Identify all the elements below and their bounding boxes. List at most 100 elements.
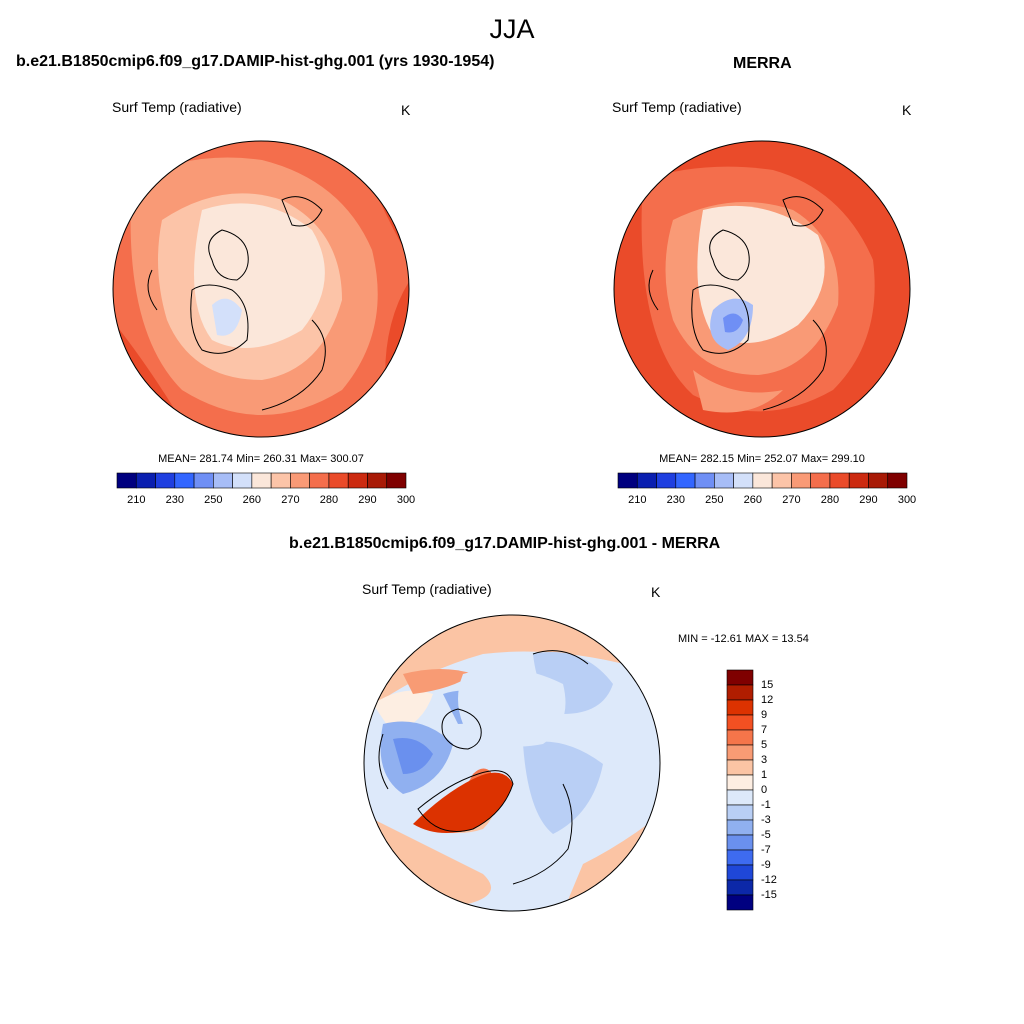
field-label-obs: Surf Temp (radiative) <box>612 99 742 115</box>
polar-map-obs <box>613 140 911 438</box>
colorbar-swatch-model <box>309 472 330 489</box>
colorbar-swatch-obs <box>694 472 715 489</box>
colorbar-swatch-diff <box>726 684 754 701</box>
colorbar-swatch-model <box>347 472 368 489</box>
colorbar-swatch-model <box>232 472 253 489</box>
colorbar-tick-obs: 230 <box>666 494 685 506</box>
panel-title-model: b.e21.B1850cmip6.f09_g17.DAMIP-hist-ghg.… <box>16 53 495 70</box>
units-label-model: K <box>401 102 411 118</box>
field-label-diff: Surf Temp (radiative) <box>362 581 492 597</box>
colorbar-tick-obs: 260 <box>743 494 763 506</box>
colorbar-swatch-model <box>251 472 272 489</box>
colorbar-tick-model: 280 <box>319 494 339 506</box>
colorbar-swatch-obs <box>733 472 754 489</box>
colorbar-swatch-diff <box>726 759 754 776</box>
colorbar-swatch-diff <box>726 864 754 881</box>
colorbar-tick-obs: 300 <box>897 494 917 506</box>
colorbar-swatch-model <box>193 472 214 489</box>
panel-title-obs: MERRA <box>733 55 792 72</box>
colorbar-swatch-model <box>270 472 291 489</box>
colorbar-swatches-obs <box>617 472 908 489</box>
colorbar-swatch-model <box>328 472 349 489</box>
colorbar-swatch-obs <box>752 472 773 489</box>
colorbar-swatch-diff <box>726 699 754 716</box>
colorbar-ticks-diff: 15 12 9 7 5 3 1 0 -1 -3 -5 -7 -9 -12 -15 <box>761 670 801 910</box>
colorbar-tick-diff: 3 <box>761 754 768 766</box>
colorbar-swatches-model <box>116 472 407 489</box>
colorbar-tick-diff: -7 <box>761 844 771 856</box>
colorbar-tick-diff: 0 <box>761 784 768 796</box>
colorbar-tick-diff: 5 <box>761 739 768 751</box>
colorbar-swatch-diff <box>726 834 754 851</box>
field-label-model: Surf Temp (radiative) <box>112 99 242 115</box>
colorbar-tick-obs: 250 <box>705 494 724 506</box>
colorbar-swatch-model <box>290 472 310 489</box>
colorbar-swatch-obs <box>636 472 657 489</box>
colorbar-swatch-model <box>213 472 233 489</box>
colorbar-diff: 15 12 9 7 5 3 1 0 -1 -3 -5 -7 -9 -12 -15 <box>726 669 807 911</box>
colorbar-swatch-obs <box>887 472 908 489</box>
colorbar-swatch-diff <box>726 804 754 821</box>
colorbar-swatch-diff <box>726 729 754 746</box>
colorbar-tick-obs: 270 <box>782 494 801 506</box>
colorbar-tick-model: 230 <box>165 494 184 506</box>
colorbar-swatch-diff <box>726 774 754 791</box>
colorbar-swatch-diff <box>726 849 754 866</box>
colorbar-tick-diff: -15 <box>761 889 777 901</box>
colorbar-tick-diff: 9 <box>761 709 768 721</box>
colorbar-tick-diff: -12 <box>761 874 777 886</box>
colorbar-swatch-diff <box>726 714 754 731</box>
colorbar-swatch-diff <box>726 789 754 806</box>
stats-model: MEAN= 281.74 Min= 260.31 Max= 300.07 <box>158 453 364 465</box>
colorbar-tick-model: 260 <box>242 494 262 506</box>
colorbar-tick-model: 250 <box>204 494 223 506</box>
colorbar-swatch-obs <box>656 472 677 489</box>
colorbar-tick-diff: 15 <box>761 679 774 691</box>
colorbar-swatch-obs <box>829 472 850 489</box>
colorbar-tick-diff: -5 <box>761 829 771 841</box>
colorbar-swatch-model <box>367 472 388 489</box>
colorbar-tick-obs: 280 <box>820 494 840 506</box>
panel-title-diff: b.e21.B1850cmip6.f09_g17.DAMIP-hist-ghg.… <box>289 535 721 552</box>
colorbar-tick-obs: 210 <box>628 494 647 506</box>
colorbar-swatch-diff <box>726 669 754 686</box>
colorbar-swatch-obs <box>675 472 696 489</box>
colorbar-swatch-model <box>155 472 176 489</box>
units-label-diff: K <box>651 584 661 600</box>
colorbar-swatch-obs <box>617 472 638 489</box>
colorbar-swatch-obs <box>810 472 831 489</box>
colorbar-tick-diff: -1 <box>761 799 771 811</box>
figure-title: JJA <box>489 14 535 44</box>
stats-obs: MEAN= 282.15 Min= 252.07 Max= 299.10 <box>659 453 865 465</box>
stats-diff: MIN = -12.61 MAX = 13.54 <box>678 633 809 645</box>
colorbar-tick-diff: -9 <box>761 859 771 871</box>
colorbar-swatch-model <box>116 472 137 489</box>
colorbar-swatch-model <box>386 472 407 489</box>
colorbar-tick-model: 270 <box>281 494 300 506</box>
colorbar-swatch-diff <box>726 819 754 836</box>
colorbar-swatch-obs <box>791 472 811 489</box>
colorbar-swatch-diff <box>726 894 754 911</box>
colorbar-tick-diff: 7 <box>761 724 768 736</box>
colorbar-tick-diff: -3 <box>761 814 771 826</box>
colorbar-swatch-diff <box>726 744 754 761</box>
colorbar-ticks-model: 210 230 250 260 270 280 290 300 <box>117 494 415 508</box>
colorbar-tick-model: 300 <box>396 494 416 506</box>
colorbar-swatch-model <box>174 472 195 489</box>
colorbar-ticks-obs: 210 230 250 260 270 280 290 300 <box>618 494 916 508</box>
colorbar-swatch-obs <box>771 472 792 489</box>
colorbar-tick-diff: 12 <box>761 694 774 706</box>
colorbar-tick-obs: 290 <box>859 494 878 506</box>
units-label-obs: K <box>902 102 912 118</box>
colorbar-swatches-diff <box>726 669 754 911</box>
colorbar-tick-model: 290 <box>358 494 377 506</box>
colorbar-tick-diff: 1 <box>761 769 768 781</box>
colorbar-swatch-obs <box>848 472 869 489</box>
colorbar-tick-model: 210 <box>127 494 146 506</box>
polar-map-diff <box>363 614 661 912</box>
polar-map-model <box>112 140 410 438</box>
colorbar-swatch-obs <box>868 472 889 489</box>
colorbar-swatch-model <box>135 472 156 489</box>
colorbar-swatch-obs <box>714 472 734 489</box>
colorbar-swatch-diff <box>726 879 754 896</box>
